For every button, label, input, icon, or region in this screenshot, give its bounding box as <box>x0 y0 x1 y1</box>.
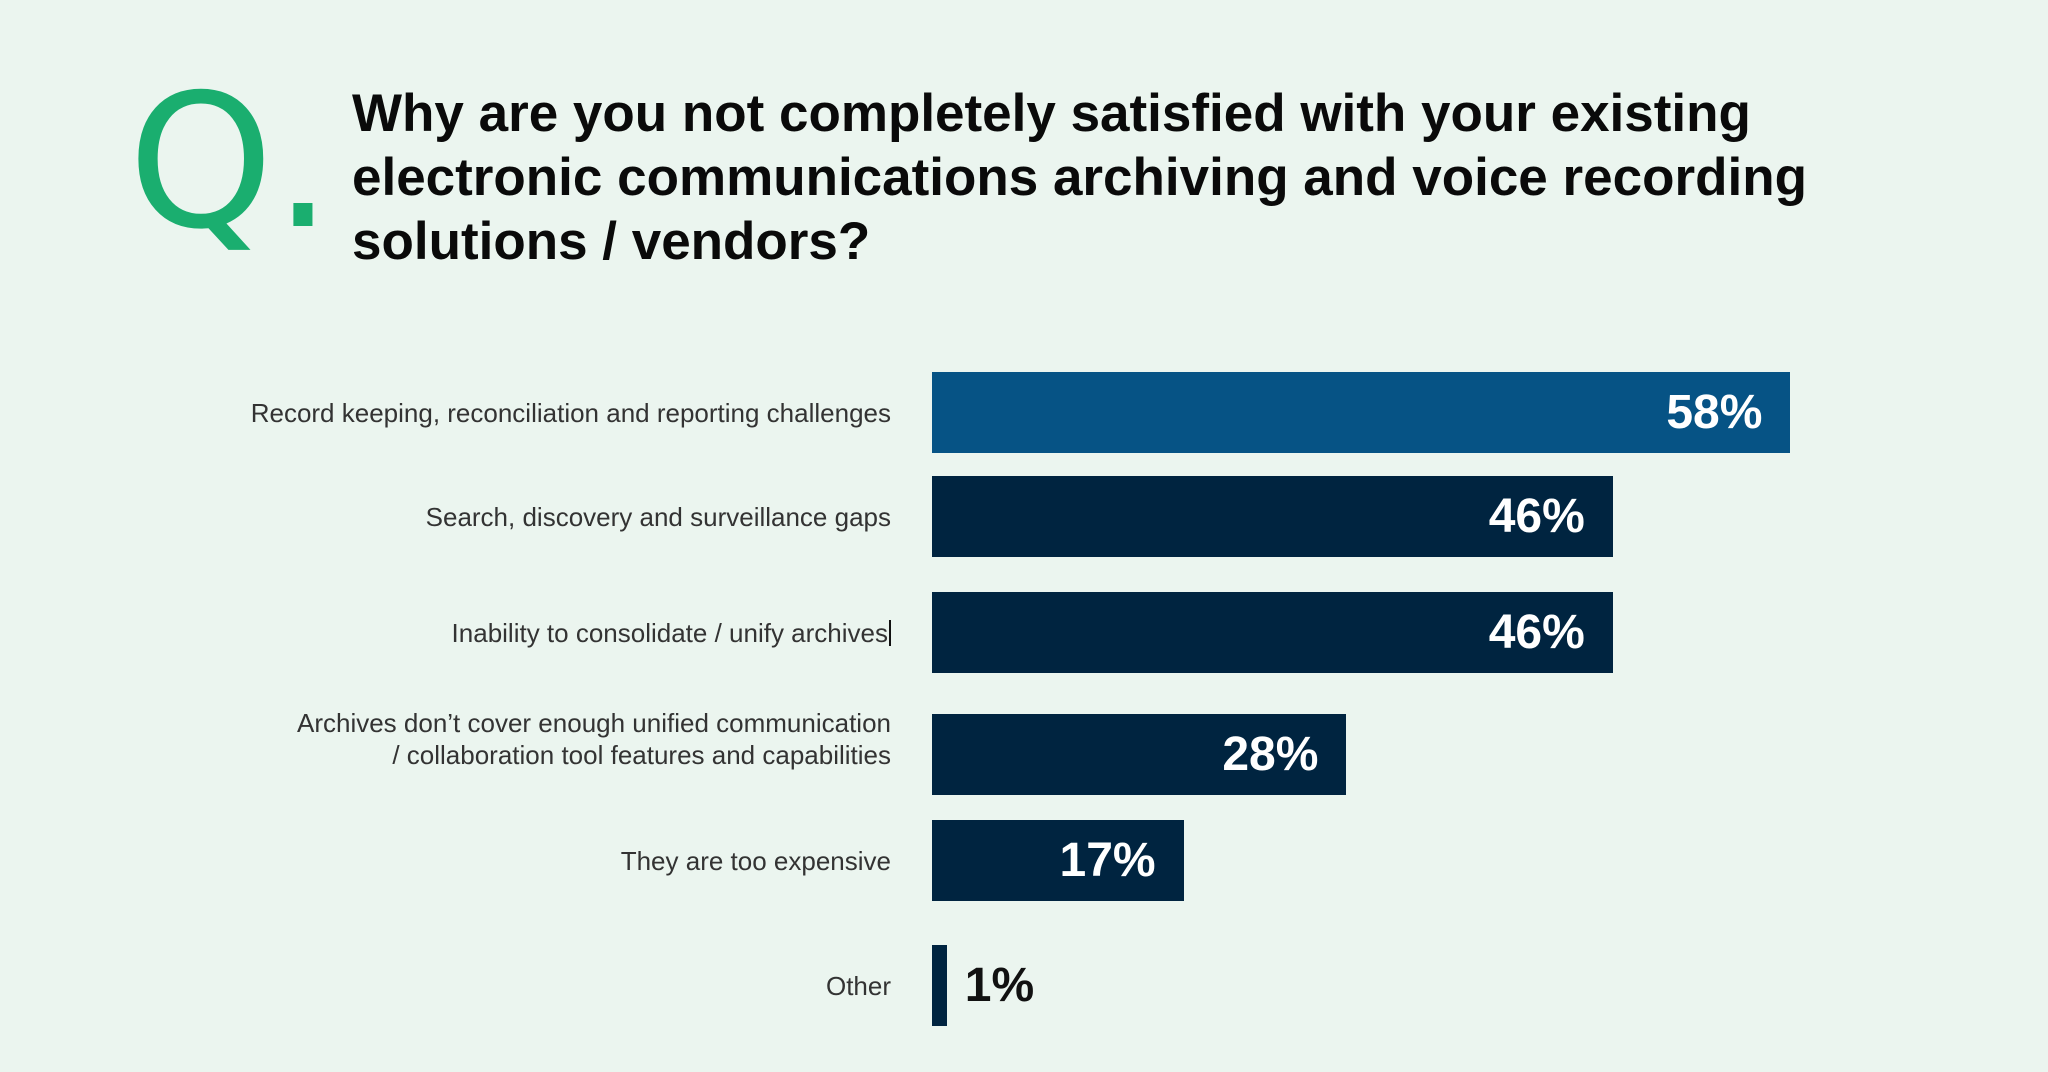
category-label-text: Archives don’t cover enough unified comm… <box>296 707 891 770</box>
category-label: Inability to consolidate / unify archive… <box>191 617 891 649</box>
q-mark: Q. <box>128 54 333 270</box>
data-label: 46% <box>1488 606 1585 659</box>
bar <box>932 476 1613 557</box>
category-label: Record keeping, reconciliation and repor… <box>191 397 891 429</box>
bar <box>932 592 1613 673</box>
category-label: Other <box>191 970 891 1002</box>
bar <box>932 945 947 1026</box>
data-label: 17% <box>1059 834 1156 887</box>
data-label: 28% <box>1222 728 1319 781</box>
page-title: Why are you not completely satisfied wit… <box>352 84 1807 271</box>
category-label: Archives don’t cover enough unified comm… <box>291 707 891 771</box>
data-label: 1% <box>964 959 1035 1012</box>
category-label-text: Other <box>825 970 891 1001</box>
data-label: 58% <box>1666 386 1763 439</box>
data-label: 46% <box>1488 490 1585 543</box>
bar <box>932 714 1347 795</box>
bar <box>932 820 1184 901</box>
category-label-text: Record keeping, reconciliation and repor… <box>250 397 891 428</box>
text-cursor-icon <box>889 619 891 646</box>
bar <box>932 372 1791 453</box>
category-label-text: Search, discovery and surveillance gaps <box>425 501 891 532</box>
category-label: They are too expensive <box>191 845 891 877</box>
category-label-text: Inability to consolidate / unify archive… <box>451 617 888 648</box>
category-label: Search, discovery and surveillance gaps <box>191 501 891 533</box>
category-label-text: They are too expensive <box>620 845 891 876</box>
